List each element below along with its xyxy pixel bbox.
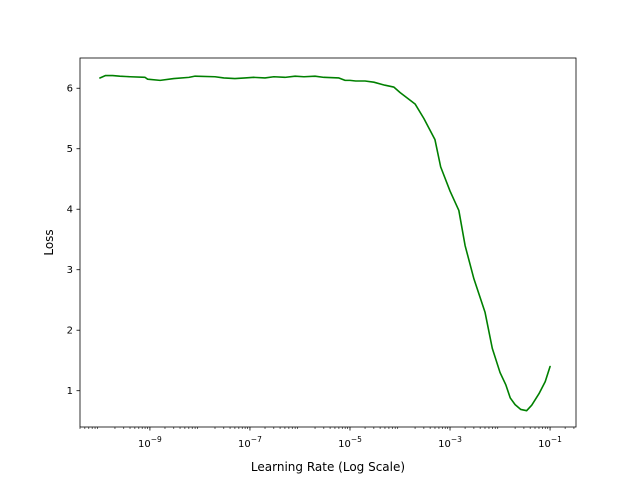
x-tick-label: 10−3 (438, 435, 462, 450)
y-tick-label: 2 (67, 326, 73, 337)
x-axis-ticks: 10−9 10−7 10−5 10−3 10−1 (79, 427, 575, 450)
y-tick-label: 5 (67, 144, 73, 155)
y-axis-label: Loss (42, 229, 56, 255)
x-tick-label: 10−1 (538, 435, 562, 450)
plot-frame (79, 57, 577, 428)
x-axis-label: Learning Rate (Log Scale) (251, 460, 405, 474)
y-tick-label: 4 (67, 205, 73, 216)
series-line-loss (99, 74, 551, 412)
y-tick-label: 1 (67, 386, 73, 397)
x-tick-label: 10−9 (138, 435, 162, 450)
x-tick-label: 10−5 (338, 435, 362, 450)
y-tick-label: 3 (67, 265, 73, 276)
x-tick-label: 10−7 (238, 435, 262, 450)
y-tick-label: 6 (67, 84, 73, 95)
y-axis-ticks: 1 2 3 4 5 6 (67, 84, 80, 397)
